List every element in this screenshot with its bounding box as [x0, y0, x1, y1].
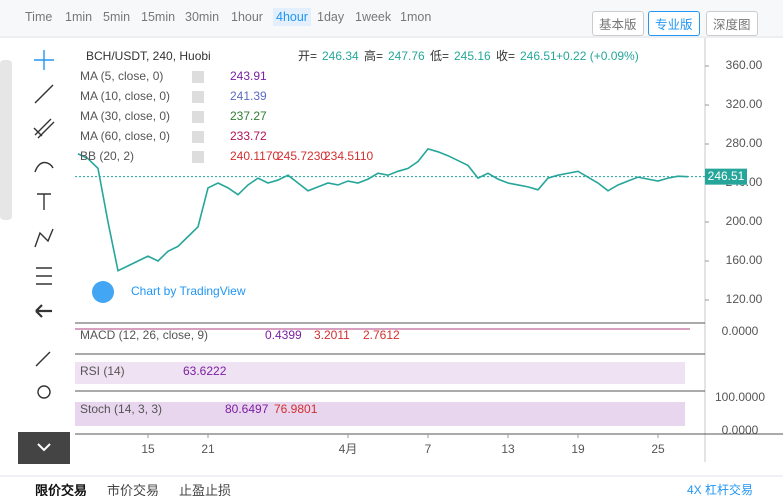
- indicator-name: BB (20, 2): [80, 149, 134, 163]
- watermark-logo: [92, 281, 114, 303]
- indicator-settings: [192, 151, 204, 163]
- indicator-value: 234.5110: [324, 149, 373, 163]
- indicator-name: MA (5, close, 0): [80, 69, 163, 83]
- y-tick-label: 360.00: [726, 58, 763, 72]
- panel-axis-label: 100.0000: [715, 390, 765, 404]
- panel-axis-label: 0.0000: [722, 423, 759, 437]
- change: +0.22 (+0.09%): [556, 49, 639, 63]
- indicator-value: 237.27: [230, 109, 267, 123]
- watermark: Chart by TradingView: [131, 284, 246, 298]
- indicator-value: 245.7230: [277, 149, 327, 163]
- ohlc-label: 开=: [298, 49, 317, 63]
- panel-name: Stoch (14, 3, 3): [80, 402, 162, 416]
- y-tick-label: 280.00: [726, 136, 763, 150]
- chart-title: BCH/USDT, 240, Huobi: [86, 49, 211, 63]
- indicator-value: 243.91: [230, 69, 267, 83]
- indicator-value: 233.72: [230, 129, 267, 143]
- indicator-settings: [192, 131, 204, 143]
- ohlc-value: 246.34: [322, 49, 359, 63]
- view-button[interactable]: 基本版: [592, 11, 644, 36]
- y-tick-label: 200.00: [726, 214, 763, 228]
- ohlc-value: 246.51: [520, 49, 557, 63]
- rsi-band: [75, 362, 685, 384]
- x-tick-label: 15: [141, 442, 155, 456]
- indicator-name: MA (60, close, 0): [80, 129, 170, 143]
- interval-button[interactable]: 1hour: [231, 10, 263, 24]
- interval-button[interactable]: 30min: [185, 10, 220, 24]
- panel-name: RSI (14): [80, 364, 125, 378]
- x-tick-label: 21: [201, 442, 215, 456]
- interval-button[interactable]: 1mon: [400, 10, 432, 24]
- view-button[interactable]: 专业版: [648, 11, 700, 36]
- view-button[interactable]: 深度图: [706, 11, 758, 36]
- panel-value: 80.6497: [225, 402, 269, 416]
- x-tick-label: 19: [571, 442, 585, 456]
- indicator-name: MA (10, close, 0): [80, 89, 170, 103]
- footer-tab[interactable]: 限价交易: [35, 483, 88, 496]
- scrollbar: [0, 60, 12, 220]
- footer-tab[interactable]: 市价交易: [107, 483, 160, 496]
- panel-value: 3.2011: [314, 328, 350, 342]
- x-tick-label: 7: [425, 442, 432, 456]
- indicator-settings: [192, 91, 204, 103]
- y-tick-label: 120.00: [726, 292, 763, 306]
- interval-button[interactable]: 1min: [65, 10, 93, 24]
- x-tick-label: 13: [501, 442, 515, 456]
- ohlc-label: 收=: [496, 49, 515, 63]
- x-tick-label: 4月: [339, 442, 358, 456]
- y-tick-label: 320.00: [726, 97, 763, 111]
- ohlc-label: 高=: [364, 48, 383, 63]
- ohlc-value: 245.16: [454, 49, 491, 63]
- panel-value: 2.7612: [363, 328, 400, 342]
- panel-axis-label: 0.0000: [722, 324, 759, 338]
- y-tick-label: 160.00: [726, 253, 763, 267]
- footer-tab[interactable]: 止盈止损: [179, 483, 232, 496]
- ohlc-value: 247.76: [388, 49, 425, 63]
- panel-value: 76.9801: [274, 402, 318, 416]
- stoch-band: [75, 402, 685, 426]
- last-price-label: 246.51: [708, 169, 745, 183]
- price-line: [77, 147, 689, 272]
- ohlc-label: 低=: [430, 49, 449, 63]
- panel-value: 63.6222: [183, 364, 227, 378]
- interval-button[interactable]: Time: [25, 10, 53, 24]
- indicator-value: 240.1170: [230, 149, 279, 163]
- x-tick-label: 25: [651, 442, 665, 456]
- collapse-button[interactable]: [18, 432, 70, 464]
- indicator-settings: [192, 71, 204, 83]
- interval-button[interactable]: 4hour: [273, 8, 311, 26]
- sidebar: [18, 38, 70, 464]
- indicator-name: MA (30, close, 0): [80, 109, 170, 123]
- panel-value: 0.4399: [265, 328, 302, 342]
- collapse-icon: [37, 443, 51, 452]
- interval-button[interactable]: 15min: [141, 10, 176, 24]
- interval-button[interactable]: 1week: [355, 10, 392, 24]
- indicator-value: 241.39: [230, 89, 267, 103]
- interval-button[interactable]: 1day: [317, 10, 345, 24]
- interval-button[interactable]: 5min: [103, 10, 131, 24]
- panel-name: MACD (12, 26, close, 9): [80, 328, 208, 342]
- footer-bg: [0, 476, 783, 496]
- last-price-box: [705, 168, 747, 185]
- indicator-settings: [192, 111, 204, 123]
- footer-leverage[interactable]: 4X 杠杆交易: [687, 483, 754, 496]
